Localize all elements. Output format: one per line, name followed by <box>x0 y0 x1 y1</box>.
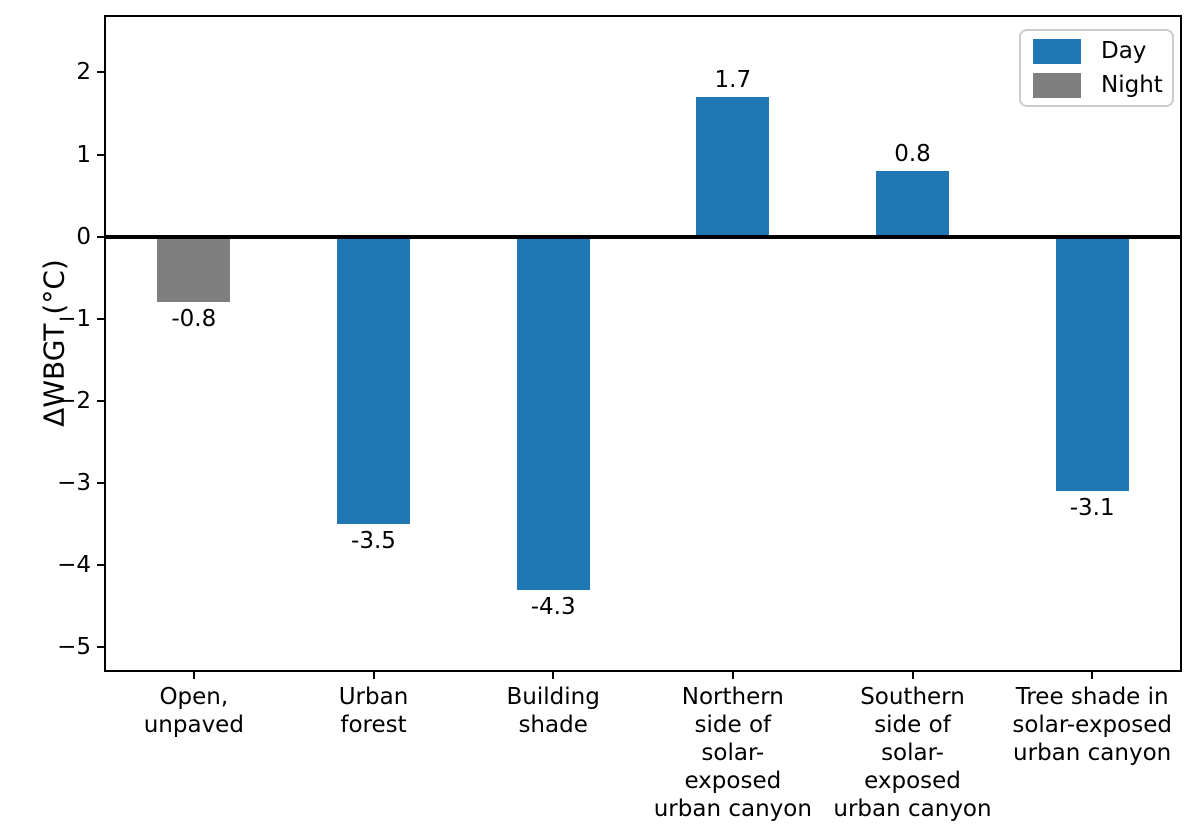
bar-value-label: -0.8 <box>171 306 217 333</box>
x-tick-mark <box>192 672 195 679</box>
x-category-label: Open, unpaved <box>143 684 244 738</box>
y-tick-mark <box>97 482 104 485</box>
y-tick-label: −4 <box>57 552 91 579</box>
bar-value-label: -3.1 <box>1069 495 1115 522</box>
y-tick-label: −3 <box>57 470 91 497</box>
y-tick-label: 0 <box>76 223 91 250</box>
y-tick-mark <box>97 399 104 402</box>
x-category-label: Northern side of solar- exposed urban ca… <box>653 684 812 822</box>
bar-night <box>157 236 231 303</box>
legend-label: Night <box>1101 71 1163 98</box>
y-tick-mark <box>97 564 104 567</box>
x-tick-mark <box>372 672 375 679</box>
bar-value-label: 1.7 <box>714 67 752 94</box>
legend-swatch-day <box>1033 38 1081 64</box>
y-tick-mark <box>97 317 104 320</box>
bar-day <box>516 236 590 590</box>
x-category-label: Urban forest <box>338 684 409 738</box>
x-tick-mark <box>911 672 914 679</box>
legend-label: Day <box>1101 37 1147 64</box>
legend-entry-day: Day <box>1033 37 1160 64</box>
bar-day <box>1055 236 1129 492</box>
x-tick-mark <box>731 672 734 679</box>
bar-value-label: -4.3 <box>530 593 576 620</box>
x-category-label: Building shade <box>506 684 600 738</box>
x-tick-mark <box>1091 672 1094 679</box>
y-tick-mark <box>97 646 104 649</box>
zero-line <box>106 234 1180 239</box>
bar-day <box>337 236 410 525</box>
legend-entry-night: Night <box>1033 71 1163 98</box>
y-tick-label: −2 <box>57 387 91 414</box>
x-category-label: Tree shade in solar-exposed urban canyon <box>1012 684 1172 766</box>
legend: Day Night <box>1019 29 1174 107</box>
x-category-label: Southern side of solar- exposed urban ca… <box>833 684 992 822</box>
y-tick-label: 1 <box>76 141 91 168</box>
bar-value-label: -3.5 <box>351 528 396 555</box>
bar-day <box>696 97 770 237</box>
y-tick-mark <box>97 235 104 238</box>
legend-swatch-night <box>1033 72 1081 98</box>
plot-area <box>104 15 1182 672</box>
y-tick-mark <box>97 153 104 156</box>
x-tick-mark <box>552 672 555 679</box>
y-tick-label: −5 <box>57 634 91 661</box>
y-tick-label: 2 <box>76 59 91 86</box>
y-tick-mark <box>97 71 104 74</box>
bar-day <box>876 171 949 237</box>
y-tick-label: −1 <box>57 305 91 332</box>
bar-value-label: 0.8 <box>894 141 931 168</box>
